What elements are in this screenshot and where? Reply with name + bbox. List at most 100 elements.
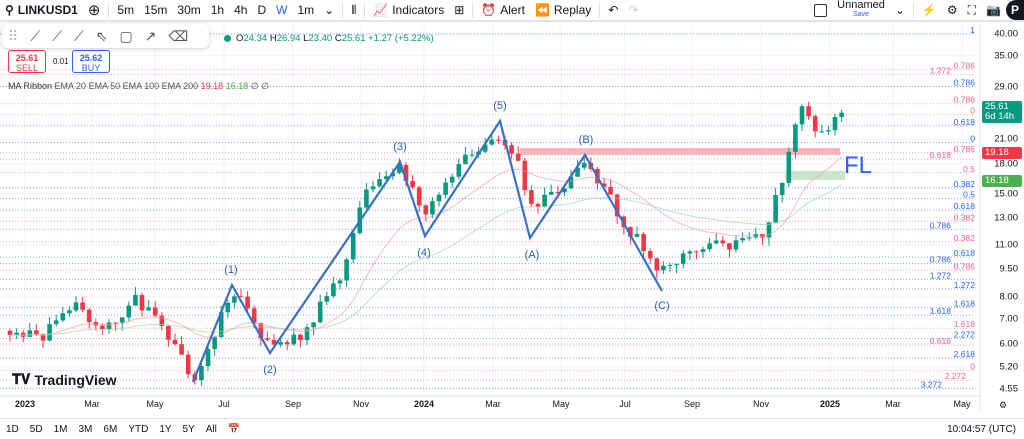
candle-body (291, 334, 297, 345)
interval-w[interactable]: W (276, 3, 288, 17)
gear-icon: ⚙ (946, 3, 958, 17)
arrow-icon[interactable]: ↗ (144, 27, 157, 44)
compare-button[interactable]: ⊕ (83, 1, 106, 19)
time-axis-label: Mar (84, 399, 100, 409)
wave-label: (1) (224, 264, 238, 276)
fib-level-label: 1.272 (954, 280, 976, 290)
candle-body (27, 330, 33, 337)
candle-body (232, 296, 237, 303)
buy-button[interactable]: 25.62 BUY (72, 50, 110, 73)
chevron-down-icon: ⌄ (894, 3, 905, 17)
fib-level-label: 0.5 (963, 164, 975, 174)
candle-body (265, 338, 270, 340)
templates-button[interactable]: ⊞ (449, 3, 469, 17)
sell-price: 25.61 (15, 53, 39, 63)
ema20-line (9, 156, 842, 338)
interval-30m[interactable]: 30m (177, 3, 201, 17)
drag-handle-icon[interactable]: ⠿ (8, 27, 19, 44)
symbol-search[interactable]: ⚲ LINKUSD1 (0, 3, 83, 17)
candle-body (575, 167, 580, 177)
layout-menu[interactable]: Unnamed Save (832, 0, 890, 20)
candle-body (7, 330, 13, 336)
interval-1h[interactable]: 1h (210, 3, 225, 17)
indicator-legend[interactable]: MA Ribbon EMA 20 EMA 50 EMA 100 EMA 200 … (8, 81, 269, 91)
trend-line-icon[interactable]: ⟋ (73, 27, 84, 44)
rectangle-icon[interactable]: ▢ (119, 27, 133, 44)
axis-settings-icon[interactable]: ⚙ (998, 400, 1008, 410)
candle-body (799, 106, 805, 125)
chart-type-button[interactable]: ⫴ (346, 3, 361, 18)
candle-body (304, 327, 310, 341)
fib-level-label: 1.618 (954, 319, 976, 329)
range-1y[interactable]: 1Y (159, 423, 172, 435)
quick-search-button[interactable]: ⚡ (917, 3, 942, 17)
time-axis-label: Mar (885, 399, 901, 409)
range-3m[interactable]: 3M (78, 423, 93, 435)
candle-body (707, 243, 712, 250)
candle-body (331, 283, 336, 297)
indicators-button[interactable]: 📈 Indicators (368, 3, 449, 17)
calendar-icon[interactable]: 📅 (227, 423, 241, 435)
time-axis-label: May (552, 399, 570, 409)
candle-body (687, 251, 693, 254)
layout-dropdown[interactable]: ⌄ (890, 3, 910, 17)
candle-body (139, 294, 145, 311)
clock[interactable]: 10:04:57 (UTC) (947, 423, 1016, 435)
snapshot-button[interactable]: 📷 (981, 3, 1006, 17)
alert-button[interactable]: ⏰ Alert (476, 3, 530, 17)
candle-body (548, 191, 554, 195)
candle-body (298, 334, 303, 341)
candle-body (344, 259, 349, 281)
cursor-icon[interactable]: ⇖ (95, 27, 108, 44)
candle-body (634, 233, 640, 237)
candle-body (410, 180, 415, 188)
price-axis-label: 15.00 (994, 188, 1018, 200)
range-6m[interactable]: 6M (103, 423, 118, 435)
fullscreen-button[interactable]: ⛶ (963, 3, 981, 18)
eraser-icon[interactable]: ⌫ (168, 27, 189, 44)
replay-button[interactable]: ⏪ Replay (530, 3, 596, 17)
fib-level-label: 2.272 (954, 329, 976, 339)
avatar[interactable]: P (1005, 0, 1024, 20)
interval-dropdown[interactable]: ⌄ (319, 3, 339, 17)
candle-body (258, 323, 264, 339)
range-5y[interactable]: 5Y (182, 423, 195, 435)
undo-button[interactable]: ↶ (603, 3, 623, 17)
candle-body (397, 164, 402, 174)
interval-1m[interactable]: 1m (297, 3, 315, 17)
candle-body (218, 312, 224, 337)
time-axis-label: Jul (619, 399, 631, 409)
interval-15m[interactable]: 15m (144, 3, 168, 17)
alarm-icon: ⏰ (481, 3, 497, 17)
candle-body (839, 112, 844, 117)
price-axis-label: 5.20 (999, 361, 1019, 373)
candle-body (832, 116, 838, 131)
support-zone (785, 170, 845, 180)
range-1d[interactable]: 1D (6, 423, 19, 435)
range-5d[interactable]: 5D (29, 423, 43, 435)
trend-angle-icon[interactable]: ⟋ (30, 27, 41, 44)
sell-button[interactable]: 25.61 SELL (8, 50, 46, 73)
ray-icon[interactable]: ⟋ (52, 27, 62, 44)
settings-button[interactable]: ⚙ (942, 3, 963, 17)
interval-4h[interactable]: 4h (234, 3, 248, 17)
redo-button[interactable]: ↷ (623, 3, 643, 17)
range-all[interactable]: All (205, 423, 217, 435)
layout-square[interactable] (809, 3, 832, 17)
tradingview-logo[interactable]: 𝐓𝐕 TradingView (12, 371, 117, 388)
fib-level-label: 0 (970, 106, 975, 116)
candle-body (212, 336, 217, 349)
candle-body (133, 294, 138, 306)
lightning-search-icon: ⚡ (921, 3, 937, 17)
interval-5m[interactable]: 5m (117, 3, 135, 17)
candle-body (403, 164, 409, 181)
fl-annotation: FL (843, 152, 873, 179)
wave-label: (A) (524, 249, 540, 261)
interval-d[interactable]: D (257, 3, 267, 17)
candle-body (694, 251, 699, 253)
range-ytd[interactable]: YTD (128, 423, 149, 435)
ema20-badge: 19.18 (982, 147, 1022, 159)
fib-level-label: 0.786 (954, 78, 976, 88)
range-1m[interactable]: 1M (53, 423, 68, 435)
